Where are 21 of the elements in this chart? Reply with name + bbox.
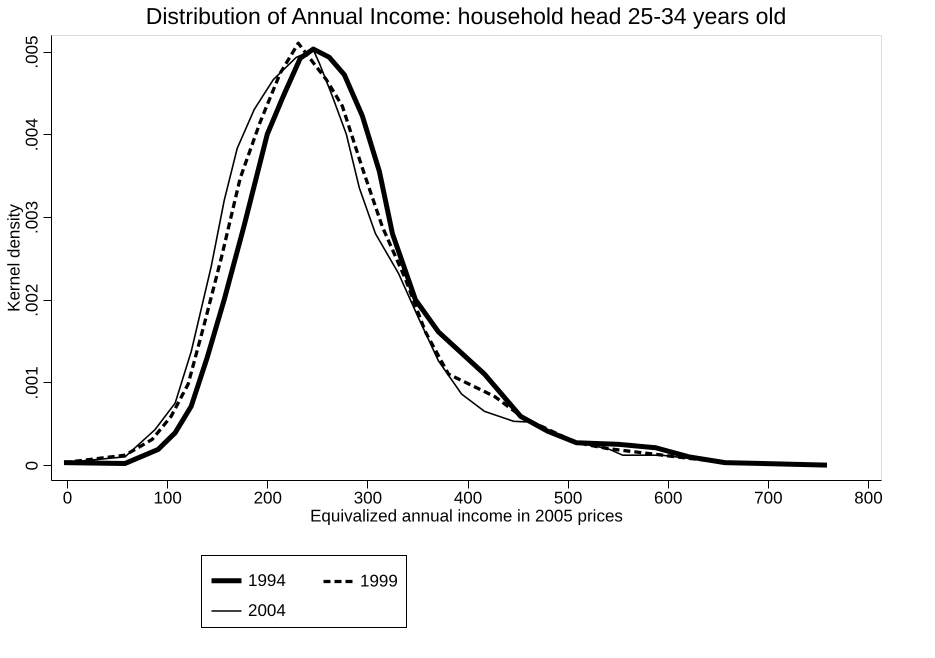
y-tick-label: .002 [22,284,42,317]
x-tick-label: 100 [153,488,182,508]
x-tick-label: 500 [554,488,582,508]
y-tick-label: .003 [22,200,42,234]
legend-label: 2004 [248,601,286,620]
legend-label: 1994 [248,570,286,590]
x-tick-label: 800 [854,488,883,508]
x-axis-title: Equivalized annual income in 2005 prices [310,506,623,526]
y-tick-label: .005 [22,35,42,69]
x-tick-label: 300 [354,488,382,508]
y-tick-label: 0 [22,460,42,470]
x-tick-label: 700 [754,488,783,508]
y-axis-title: Kernel density [4,204,24,312]
x-tick-label: 0 [62,488,72,508]
y-tick-label: .001 [22,366,42,400]
x-tick-label: 400 [454,488,482,508]
legend-label: 1999 [360,572,398,590]
chart-title: Distribution of Annual Income: household head 25-34 years old [146,3,786,29]
x-tick-label: 200 [254,488,282,508]
y-tick-label: .004 [22,118,42,152]
x-tick-label: 600 [654,488,682,508]
